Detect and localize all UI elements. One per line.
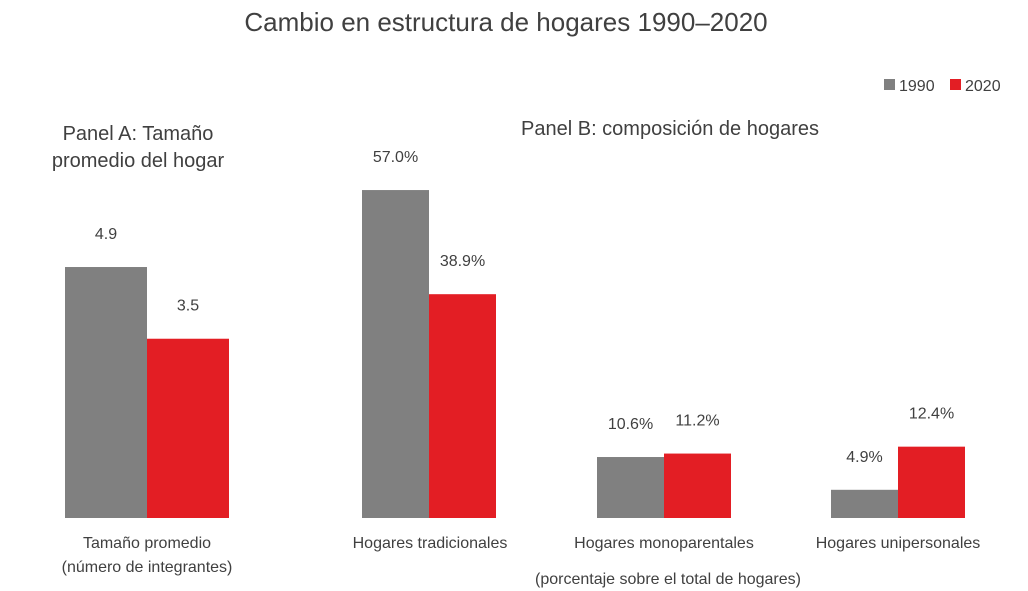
panel-a-title-line-2: promedio del hogar xyxy=(52,150,225,172)
data-label-1990: 10.6% xyxy=(608,416,653,433)
legend-label-1990: 1990 xyxy=(899,78,935,95)
bar-2020 xyxy=(429,294,496,518)
bar-2020 xyxy=(898,446,965,518)
category-label-hogares-tradicionales: Hogares tradicionales xyxy=(353,535,508,552)
bar-1990 xyxy=(65,267,147,518)
panel-a: Panel A: Tamaño promedio del hogar 4.9 3.… xyxy=(52,123,233,576)
panel-a-title-line-1: Panel A: Tamaño xyxy=(63,123,214,145)
bar-1990 xyxy=(597,457,664,518)
category-label-hogares-unipersonales: Hogares unipersonales xyxy=(816,535,981,552)
bar-1990 xyxy=(362,190,429,518)
bar-2020 xyxy=(664,453,731,518)
data-label-1990: 4.9 xyxy=(95,226,117,243)
legend-swatch-2020 xyxy=(950,79,961,90)
data-label-1990: 57.0% xyxy=(373,149,418,166)
bar-2020 xyxy=(147,338,229,518)
data-label-2020: 3.5 xyxy=(177,298,199,315)
panel-b-title: Panel B: composición de hogares xyxy=(521,118,819,140)
panel-b: Panel B: composición de hogares 57.0% 10.… xyxy=(353,118,981,588)
chart-title: Cambio en estructura de hogares 1990–202… xyxy=(244,7,767,37)
x-axis-label-panel-b: (porcentaje sobre el total de hogares) xyxy=(535,571,801,588)
bar-1990 xyxy=(831,489,898,518)
data-label-2020: 11.2% xyxy=(675,413,719,430)
data-label-2020: 12.4% xyxy=(909,406,954,423)
legend-label-2020: 2020 xyxy=(965,78,1001,95)
data-label-1990: 4.9% xyxy=(846,449,882,466)
legend: 1990 2020 xyxy=(884,78,1001,95)
data-label-2020: 38.9% xyxy=(440,253,485,270)
category-label-hogares-monoparentales: Hogares monoparentales xyxy=(574,535,754,552)
legend-swatch-1990 xyxy=(884,79,895,90)
category-label-line-1: Tamaño promedio xyxy=(83,535,211,552)
category-label-line-2: (número de integrantes) xyxy=(62,559,233,576)
